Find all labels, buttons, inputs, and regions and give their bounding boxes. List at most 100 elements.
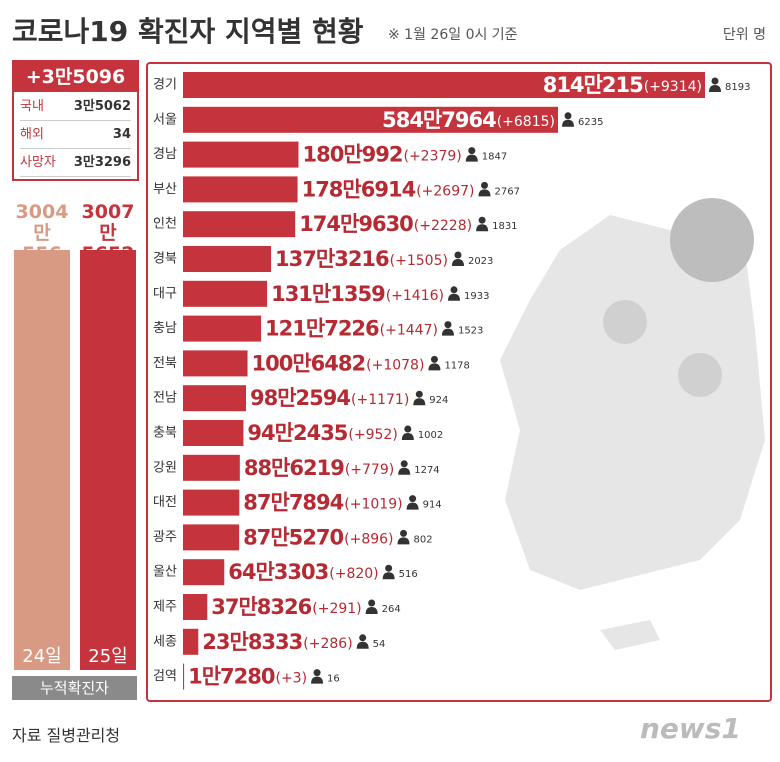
icon-body bbox=[447, 293, 460, 301]
death-label: 6235 bbox=[578, 117, 603, 128]
death-label: 2023 bbox=[468, 256, 493, 267]
death-label: 264 bbox=[382, 604, 401, 615]
new-case-label: (+1019) bbox=[344, 497, 402, 513]
icon-head bbox=[468, 147, 476, 155]
bar bbox=[183, 350, 248, 377]
death-label: 1178 bbox=[444, 360, 469, 371]
bar bbox=[183, 176, 298, 203]
icon-body bbox=[465, 154, 478, 162]
person-icon bbox=[465, 147, 478, 162]
death-label: 1933 bbox=[464, 291, 489, 302]
new-case-label: (+291) bbox=[312, 601, 361, 617]
panel bbox=[146, 62, 772, 702]
value-label: 100만6482 bbox=[252, 351, 366, 375]
bar bbox=[183, 315, 262, 342]
icon-body bbox=[441, 328, 454, 336]
death-label: 1274 bbox=[414, 465, 439, 476]
value-label: 180만992 bbox=[302, 143, 402, 167]
value-label: 98만2594 bbox=[250, 386, 350, 410]
icon-head bbox=[400, 460, 408, 468]
icon-head bbox=[400, 529, 408, 537]
value-label: 87만5270 bbox=[243, 525, 343, 549]
bar bbox=[183, 559, 225, 586]
icon-body bbox=[406, 502, 419, 510]
cumulative-title: 누적확진자 bbox=[12, 676, 137, 700]
cumulative-bar bbox=[14, 250, 70, 670]
icon-body bbox=[365, 607, 378, 614]
category-label: 대전 bbox=[153, 495, 177, 510]
icon-body bbox=[428, 363, 441, 371]
death-label: 1002 bbox=[418, 430, 443, 441]
bar bbox=[183, 454, 240, 481]
new-case-label: (+896) bbox=[344, 531, 393, 547]
icon-body bbox=[476, 224, 489, 232]
death-label: 1831 bbox=[492, 221, 517, 232]
summary-key: 사망자 bbox=[20, 155, 56, 170]
category-label: 세종 bbox=[153, 634, 177, 649]
new-case-label: (+9314) bbox=[644, 79, 702, 95]
category-label: 충북 bbox=[153, 426, 177, 441]
title: 코로나19 확진자 지역별 현황 bbox=[12, 15, 364, 48]
bar bbox=[183, 246, 272, 272]
category-label: 충남 bbox=[153, 321, 177, 336]
person-icon bbox=[478, 181, 491, 197]
person-icon bbox=[476, 216, 489, 232]
person-icon bbox=[441, 321, 454, 336]
value-label: 64만3303 bbox=[228, 560, 328, 584]
category-label: 인천 bbox=[153, 217, 177, 232]
icon-head bbox=[313, 669, 321, 677]
summary-row: 국내 3만5062 bbox=[20, 93, 131, 121]
bar bbox=[183, 106, 559, 133]
person-icon bbox=[447, 286, 460, 301]
source: 자료 질병관리청 bbox=[12, 726, 121, 745]
value-label: 37만8326 bbox=[211, 595, 311, 619]
value-label: 87만7894 bbox=[243, 491, 343, 515]
category-label: 경북 bbox=[153, 252, 177, 267]
value-label: 814만215 bbox=[543, 73, 643, 97]
bar bbox=[183, 628, 199, 655]
bar bbox=[183, 280, 268, 307]
value-label: 1만7280 bbox=[188, 665, 275, 689]
icon-head bbox=[430, 355, 438, 363]
new-case-label: (+779) bbox=[345, 462, 394, 478]
value-label: 121만7226 bbox=[265, 317, 379, 341]
new-case-label: (+286) bbox=[303, 636, 352, 652]
icon-body bbox=[398, 467, 411, 475]
summary-box: +3만5096 국내 3만5062 해외 34 사망자 3만3296 bbox=[12, 60, 139, 181]
category-label: 경남 bbox=[153, 147, 177, 162]
bar bbox=[183, 72, 705, 98]
summary-value: 3만3296 bbox=[73, 155, 131, 170]
new-case-label: (+820) bbox=[329, 566, 378, 582]
category-label: 경기 bbox=[153, 78, 177, 93]
value-label: 137만3216 bbox=[275, 247, 389, 271]
bar bbox=[183, 385, 247, 412]
category-label: 부산 bbox=[153, 182, 177, 197]
death-label: 924 bbox=[429, 395, 448, 406]
unit: 단위 명 bbox=[722, 27, 766, 43]
icon-head bbox=[450, 286, 458, 294]
person-icon bbox=[413, 390, 426, 406]
death-label: 16 bbox=[327, 674, 340, 685]
icon-body bbox=[562, 119, 575, 127]
value-label: 584만7964 bbox=[382, 108, 496, 132]
category-label: 울산 bbox=[153, 565, 177, 580]
icon-head bbox=[444, 321, 452, 329]
category-label: 제주 bbox=[153, 600, 177, 615]
person-icon bbox=[311, 669, 324, 684]
category-label: 강원 bbox=[153, 460, 177, 475]
category-label: 광주 bbox=[153, 530, 177, 545]
icon-head bbox=[478, 216, 486, 224]
icon-body bbox=[478, 189, 491, 197]
new-case-label: (+1447) bbox=[380, 323, 438, 339]
value-label: 94만2435 bbox=[247, 421, 347, 445]
new-case-label: (+1078) bbox=[366, 357, 424, 373]
category-label: 서울 bbox=[153, 112, 177, 127]
person-icon bbox=[397, 529, 410, 545]
new-case-label: (+1416) bbox=[386, 288, 444, 304]
bar bbox=[183, 211, 296, 238]
value-label: 88만6219 bbox=[244, 456, 344, 480]
cumulative-day: 24일 bbox=[22, 646, 62, 667]
death-label: 2767 bbox=[494, 186, 519, 197]
new-case-label: (+1505) bbox=[390, 253, 448, 269]
